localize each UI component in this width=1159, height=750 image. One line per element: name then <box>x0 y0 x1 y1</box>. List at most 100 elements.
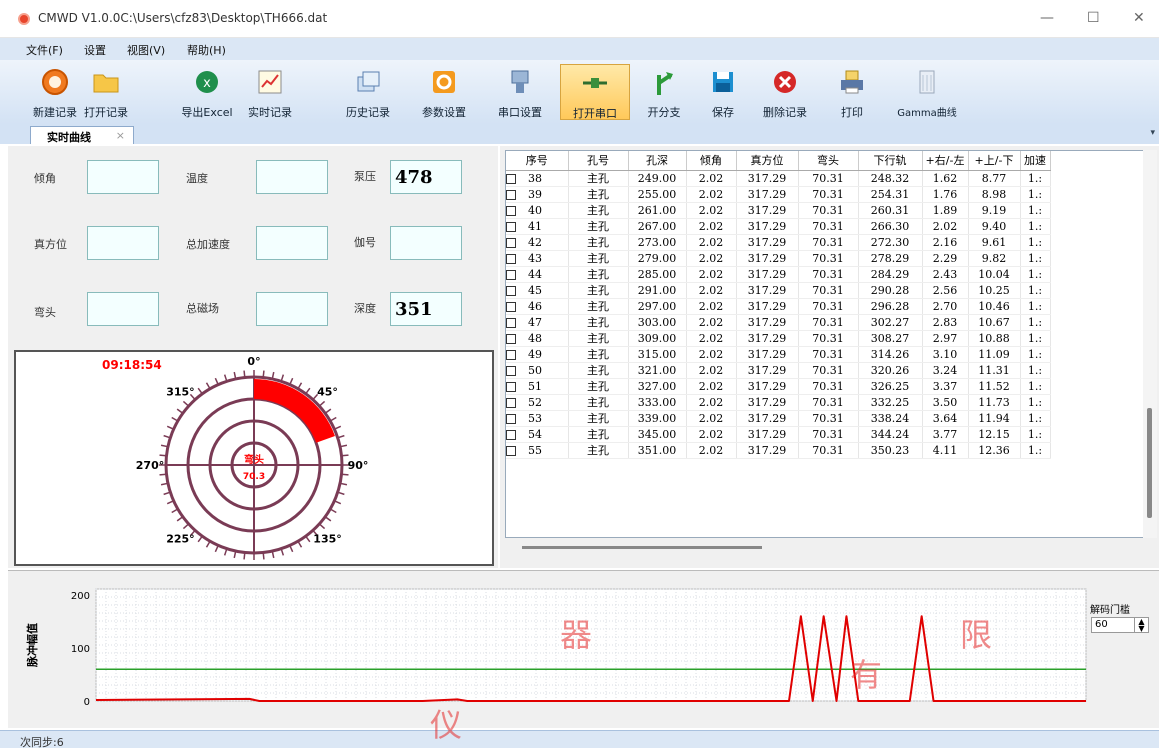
gauge-tick <box>324 408 332 414</box>
table-cell: 1.: <box>1020 314 1051 331</box>
param-settings-button[interactable]: 参数设置 <box>414 64 474 120</box>
column-header[interactable]: 孔深 <box>628 151 687 171</box>
column-header[interactable]: 倾角 <box>686 151 737 171</box>
row-checkbox[interactable] <box>506 381 516 392</box>
table-row[interactable]: 39 主孔 255.00 2.02 317.29 70.31 254.31 1.76 8.98 1… <box>506 186 1051 203</box>
menu-settings[interactable]: 设置 <box>84 44 106 57</box>
open-record-button[interactable]: 打开记录 <box>76 64 136 120</box>
table-row[interactable]: 44 主孔 285.00 2.02 317.29 70.31 284.29 2.43 10.04… <box>506 266 1051 283</box>
column-header[interactable]: +右/-左 <box>922 151 969 171</box>
table-row[interactable]: 47 主孔 303.00 2.02 317.29 70.31 302.27 2.83 10.67… <box>506 314 1051 331</box>
close-button[interactable]: ✕ <box>1133 10 1145 26</box>
delete-record-button[interactable]: 删除记录 <box>755 64 815 120</box>
new-record-button[interactable]: 新建记录 <box>25 64 85 120</box>
menu-help[interactable]: 帮助(H) <box>187 44 226 57</box>
tab-strip: 实时曲线 × ▾ <box>0 124 1159 144</box>
table-row[interactable]: 38 主孔 249.00 2.02 317.29 70.31 248.32 1.62 8.77 1… <box>506 170 1051 187</box>
column-header[interactable]: 弯头 <box>798 151 859 171</box>
row-checkbox[interactable] <box>506 237 516 248</box>
table-cell: 303.00 <box>628 314 687 331</box>
menu-view[interactable]: 视图(V) <box>127 44 166 57</box>
row-number: 50 <box>528 363 542 377</box>
table-cell: 317.29 <box>736 362 799 379</box>
tab-realtime-curve[interactable]: 实时曲线 × <box>30 126 134 144</box>
table-cell: 1.: <box>1020 346 1051 363</box>
table-row[interactable]: 40 主孔 261.00 2.02 317.29 70.31 260.31 1.89 9.19 1… <box>506 202 1051 219</box>
column-header[interactable]: 孔号 <box>568 151 629 171</box>
table-cell: 主孔 <box>568 218 629 235</box>
history-button[interactable]: 历史记录 <box>338 64 398 120</box>
y-tick-label: 100 <box>71 644 90 655</box>
maximize-button[interactable]: ☐ <box>1087 10 1100 26</box>
serial-settings-button[interactable]: 串口设置 <box>490 64 550 120</box>
pulse-chart: 200 100 0 脉冲幅值 <box>25 588 1087 708</box>
table-cell: 3.50 <box>922 394 969 411</box>
row-checkbox[interactable] <box>506 413 516 424</box>
column-header[interactable]: 加速 <box>1020 151 1051 171</box>
row-checkbox[interactable] <box>506 269 516 280</box>
column-header[interactable]: 下行轨 <box>858 151 923 171</box>
table-row[interactable]: 49 主孔 315.00 2.02 317.29 70.31 314.26 3.10 11.09… <box>506 346 1051 363</box>
row-checkbox[interactable] <box>506 301 516 312</box>
threshold-spinner[interactable]: 60 ▲ ▼ <box>1091 617 1149 633</box>
open-serial-button[interactable]: 打开串口 <box>560 64 630 120</box>
gauge-tick <box>182 523 190 530</box>
realtime-record-button[interactable]: 实时记录 <box>240 64 300 120</box>
table-row[interactable]: 55 主孔 351.00 2.02 317.29 70.31 350.23 4.11 12.36… <box>506 442 1051 459</box>
table-row[interactable]: 51 主孔 327.00 2.02 317.29 70.31 326.25 3.37 11.52… <box>506 378 1051 395</box>
scrollbar-thumb[interactable] <box>1147 408 1152 518</box>
center-label: 弯头 <box>244 453 264 466</box>
print-button[interactable]: 打印 <box>822 64 882 120</box>
table-row[interactable]: 48 主孔 309.00 2.02 317.29 70.31 308.27 2.97 10.88… <box>506 330 1051 347</box>
table-row[interactable]: 52 主孔 333.00 2.02 317.29 70.31 332.25 3.50 11.73… <box>506 394 1051 411</box>
param-settings-label: 参数设置 <box>422 106 466 119</box>
table-row[interactable]: 46 主孔 297.00 2.02 317.29 70.31 296.28 2.70 10.46… <box>506 298 1051 315</box>
table-cell: 317.29 <box>736 250 799 267</box>
export-excel-button[interactable]: x 导出Excel <box>177 64 237 120</box>
table-cell: 1.: <box>1020 218 1051 235</box>
table-row[interactable]: 43 主孔 279.00 2.02 317.29 70.31 278.29 2.29 9.82 1… <box>506 250 1051 267</box>
true-azimuth-label: 真方位 <box>34 238 67 251</box>
row-number: 52 <box>528 395 542 409</box>
table-row[interactable]: 45 主孔 291.00 2.02 317.29 70.31 290.28 2.56 10.25… <box>506 282 1051 299</box>
save-button[interactable]: 保存 <box>693 64 753 120</box>
table-row[interactable]: 50 主孔 321.00 2.02 317.29 70.31 320.26 3.24 11.31… <box>506 362 1051 379</box>
row-checkbox[interactable] <box>506 349 516 360</box>
gauge-tick <box>318 523 326 530</box>
table-row[interactable]: 53 主孔 339.00 2.02 317.29 70.31 338.24 3.64 11.94… <box>506 410 1051 427</box>
horizontal-scrollbar[interactable] <box>522 546 762 549</box>
column-header[interactable]: +上/-下 <box>968 151 1021 171</box>
table-cell: 291.00 <box>628 282 687 299</box>
menu-file[interactable]: 文件(F) <box>26 44 63 57</box>
table-row[interactable]: 41 主孔 267.00 2.02 317.29 70.31 266.30 2.02 9.40 1… <box>506 218 1051 235</box>
spinner-arrows-icon[interactable]: ▲ ▼ <box>1134 618 1148 633</box>
gauge-tick <box>341 454 349 457</box>
row-checkbox[interactable] <box>506 429 516 440</box>
table-cell: 1.76 <box>922 186 969 203</box>
row-checkbox[interactable] <box>506 285 516 296</box>
table-cell: 321.00 <box>628 362 687 379</box>
table-cell: 317.29 <box>736 442 799 459</box>
row-checkbox[interactable] <box>506 189 516 200</box>
row-checkbox[interactable] <box>506 205 516 216</box>
row-checkbox[interactable] <box>506 397 516 408</box>
column-header[interactable]: 序号 <box>506 151 569 171</box>
row-checkbox[interactable] <box>506 445 516 456</box>
gamma-curve-button[interactable]: Gamma曲线 <box>892 64 962 120</box>
row-checkbox[interactable] <box>506 333 516 344</box>
total-magnetic-field <box>256 292 328 326</box>
vertical-scrollbar[interactable] <box>1143 150 1157 538</box>
minimize-button[interactable]: — <box>1040 10 1054 26</box>
delete-record-label: 删除记录 <box>763 106 807 119</box>
tab-close-icon[interactable]: × <box>115 129 125 142</box>
row-checkbox[interactable] <box>506 221 516 232</box>
table-row[interactable]: 42 主孔 273.00 2.02 317.29 70.31 272.30 2.16 9.61 1… <box>506 234 1051 251</box>
row-checkbox[interactable] <box>506 365 516 376</box>
column-header[interactable]: 真方位 <box>736 151 799 171</box>
branch-button[interactable]: 开分支 <box>634 64 694 120</box>
table-row[interactable]: 54 主孔 345.00 2.02 317.29 70.31 344.24 3.77 12.15… <box>506 426 1051 443</box>
chevron-down-icon[interactable]: ▾ <box>1150 128 1155 138</box>
row-checkbox[interactable] <box>506 173 516 184</box>
row-checkbox[interactable] <box>506 317 516 328</box>
row-checkbox[interactable] <box>506 253 516 264</box>
